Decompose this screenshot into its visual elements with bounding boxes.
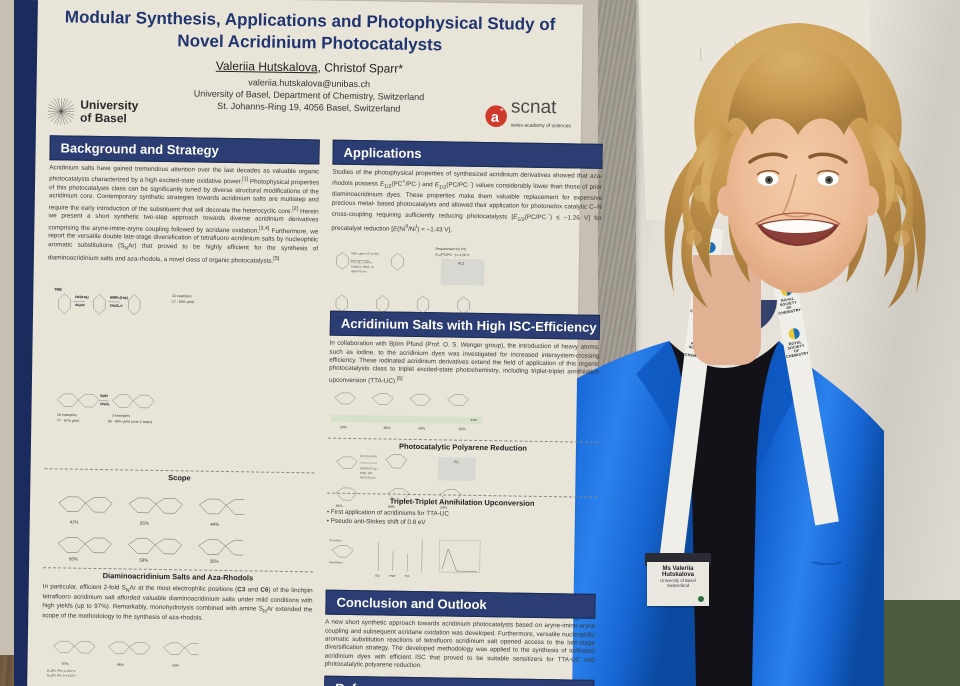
svg-text:44%: 44%: [210, 521, 219, 526]
svg-text:28%: 28%: [340, 426, 347, 430]
svg-text:TTA: TTA: [404, 574, 409, 578]
svg-text:TMS: TMS: [54, 287, 62, 291]
svg-text:E₁₂(PC/PC·⁻)<-1.26 V: E₁₂(PC/PC·⁻)<-1.26 V: [435, 253, 470, 258]
svg-text:54%: 54%: [336, 316, 343, 320]
svg-text:ISC: ISC: [375, 574, 380, 578]
svg-text:43%: 43%: [172, 663, 179, 667]
svg-text:405-475 nm: 405-475 nm: [360, 476, 376, 480]
svg-text:77 - 97% yield: 77 - 97% yield: [57, 418, 79, 422]
svg-text:15 examples: 15 examples: [172, 294, 192, 298]
svg-text:71%: 71%: [376, 316, 383, 320]
svg-text:+: +: [500, 107, 504, 113]
svg-text:43%: 43%: [418, 427, 425, 431]
svg-text:E₁₂(PC·/PC·)=+1.43 V: E₁₂(PC·/PC·)=+1.43 V: [47, 673, 76, 677]
svg-text:41%: 41%: [70, 519, 79, 524]
svg-text:81%: 81%: [336, 504, 343, 508]
svg-text:TTET: TTET: [389, 574, 397, 578]
svg-text:25%: 25%: [140, 520, 149, 525]
svg-text:88%: 88%: [388, 505, 395, 509]
svg-text:96%: 96%: [117, 663, 124, 667]
svg-text:R₂NH: R₂NH: [100, 393, 107, 397]
svg-text:a: a: [490, 110, 499, 126]
svg-text:16 examples: 16 examples: [57, 412, 77, 416]
svg-text:35%: 35%: [210, 558, 219, 563]
svg-text:PC (2 mol%): PC (2 mol%): [360, 454, 376, 458]
svg-text:CH₂CN: CH₂CN: [75, 303, 85, 307]
svg-text:24%: 24%: [440, 506, 447, 510]
svg-text:78%: 78%: [417, 317, 424, 321]
svg-text:3 examples: 3 examples: [112, 413, 130, 417]
svg-text:ΦISC: ΦISC: [470, 418, 477, 422]
svg-text:CH₂Cl₂: CH₂Cl₂: [100, 402, 109, 406]
svg-text:Sensitizer: Sensitizer: [329, 538, 342, 542]
svg-text:59%: 59%: [139, 557, 148, 562]
svg-text:Csf (8 eq.): Csf (8 eq.): [75, 294, 89, 298]
svg-text:97%: 97%: [62, 662, 69, 666]
svg-text:17 - 60% yield: 17 - 60% yield: [172, 299, 194, 303]
svg-text:CH₂Cl₂, rt: CH₂Cl₂, rt: [110, 303, 123, 307]
svg-text:81%: 81%: [458, 318, 465, 322]
svg-text:Annihilator: Annihilator: [329, 560, 343, 564]
svg-text:36%: 36%: [383, 426, 390, 430]
svg-text:60%: 60%: [69, 556, 78, 561]
svg-text:52%: 52%: [459, 427, 466, 431]
svg-text:405-475 nm: 405-475 nm: [351, 270, 367, 274]
svg-text:E₁₂(PC⁺/PC·)=-0.67 V: E₁₂(PC⁺/PC·)=-0.67 V: [47, 668, 75, 672]
svg-text:NDBF₂ (2 eq.): NDBF₂ (2 eq.): [110, 295, 128, 299]
svg-text:Requirement for PC:: Requirement for PC:: [435, 247, 467, 251]
svg-text:PC: PC: [454, 461, 459, 465]
svg-text:NiBr₂ glyme (5 mol%): NiBr₂ glyme (5 mol%): [351, 252, 379, 256]
svg-text:85 - 90% yield (over 2 steps): 85 - 90% yield (over 2 steps): [108, 419, 152, 424]
svg-text:PC1: PC1: [458, 262, 465, 266]
